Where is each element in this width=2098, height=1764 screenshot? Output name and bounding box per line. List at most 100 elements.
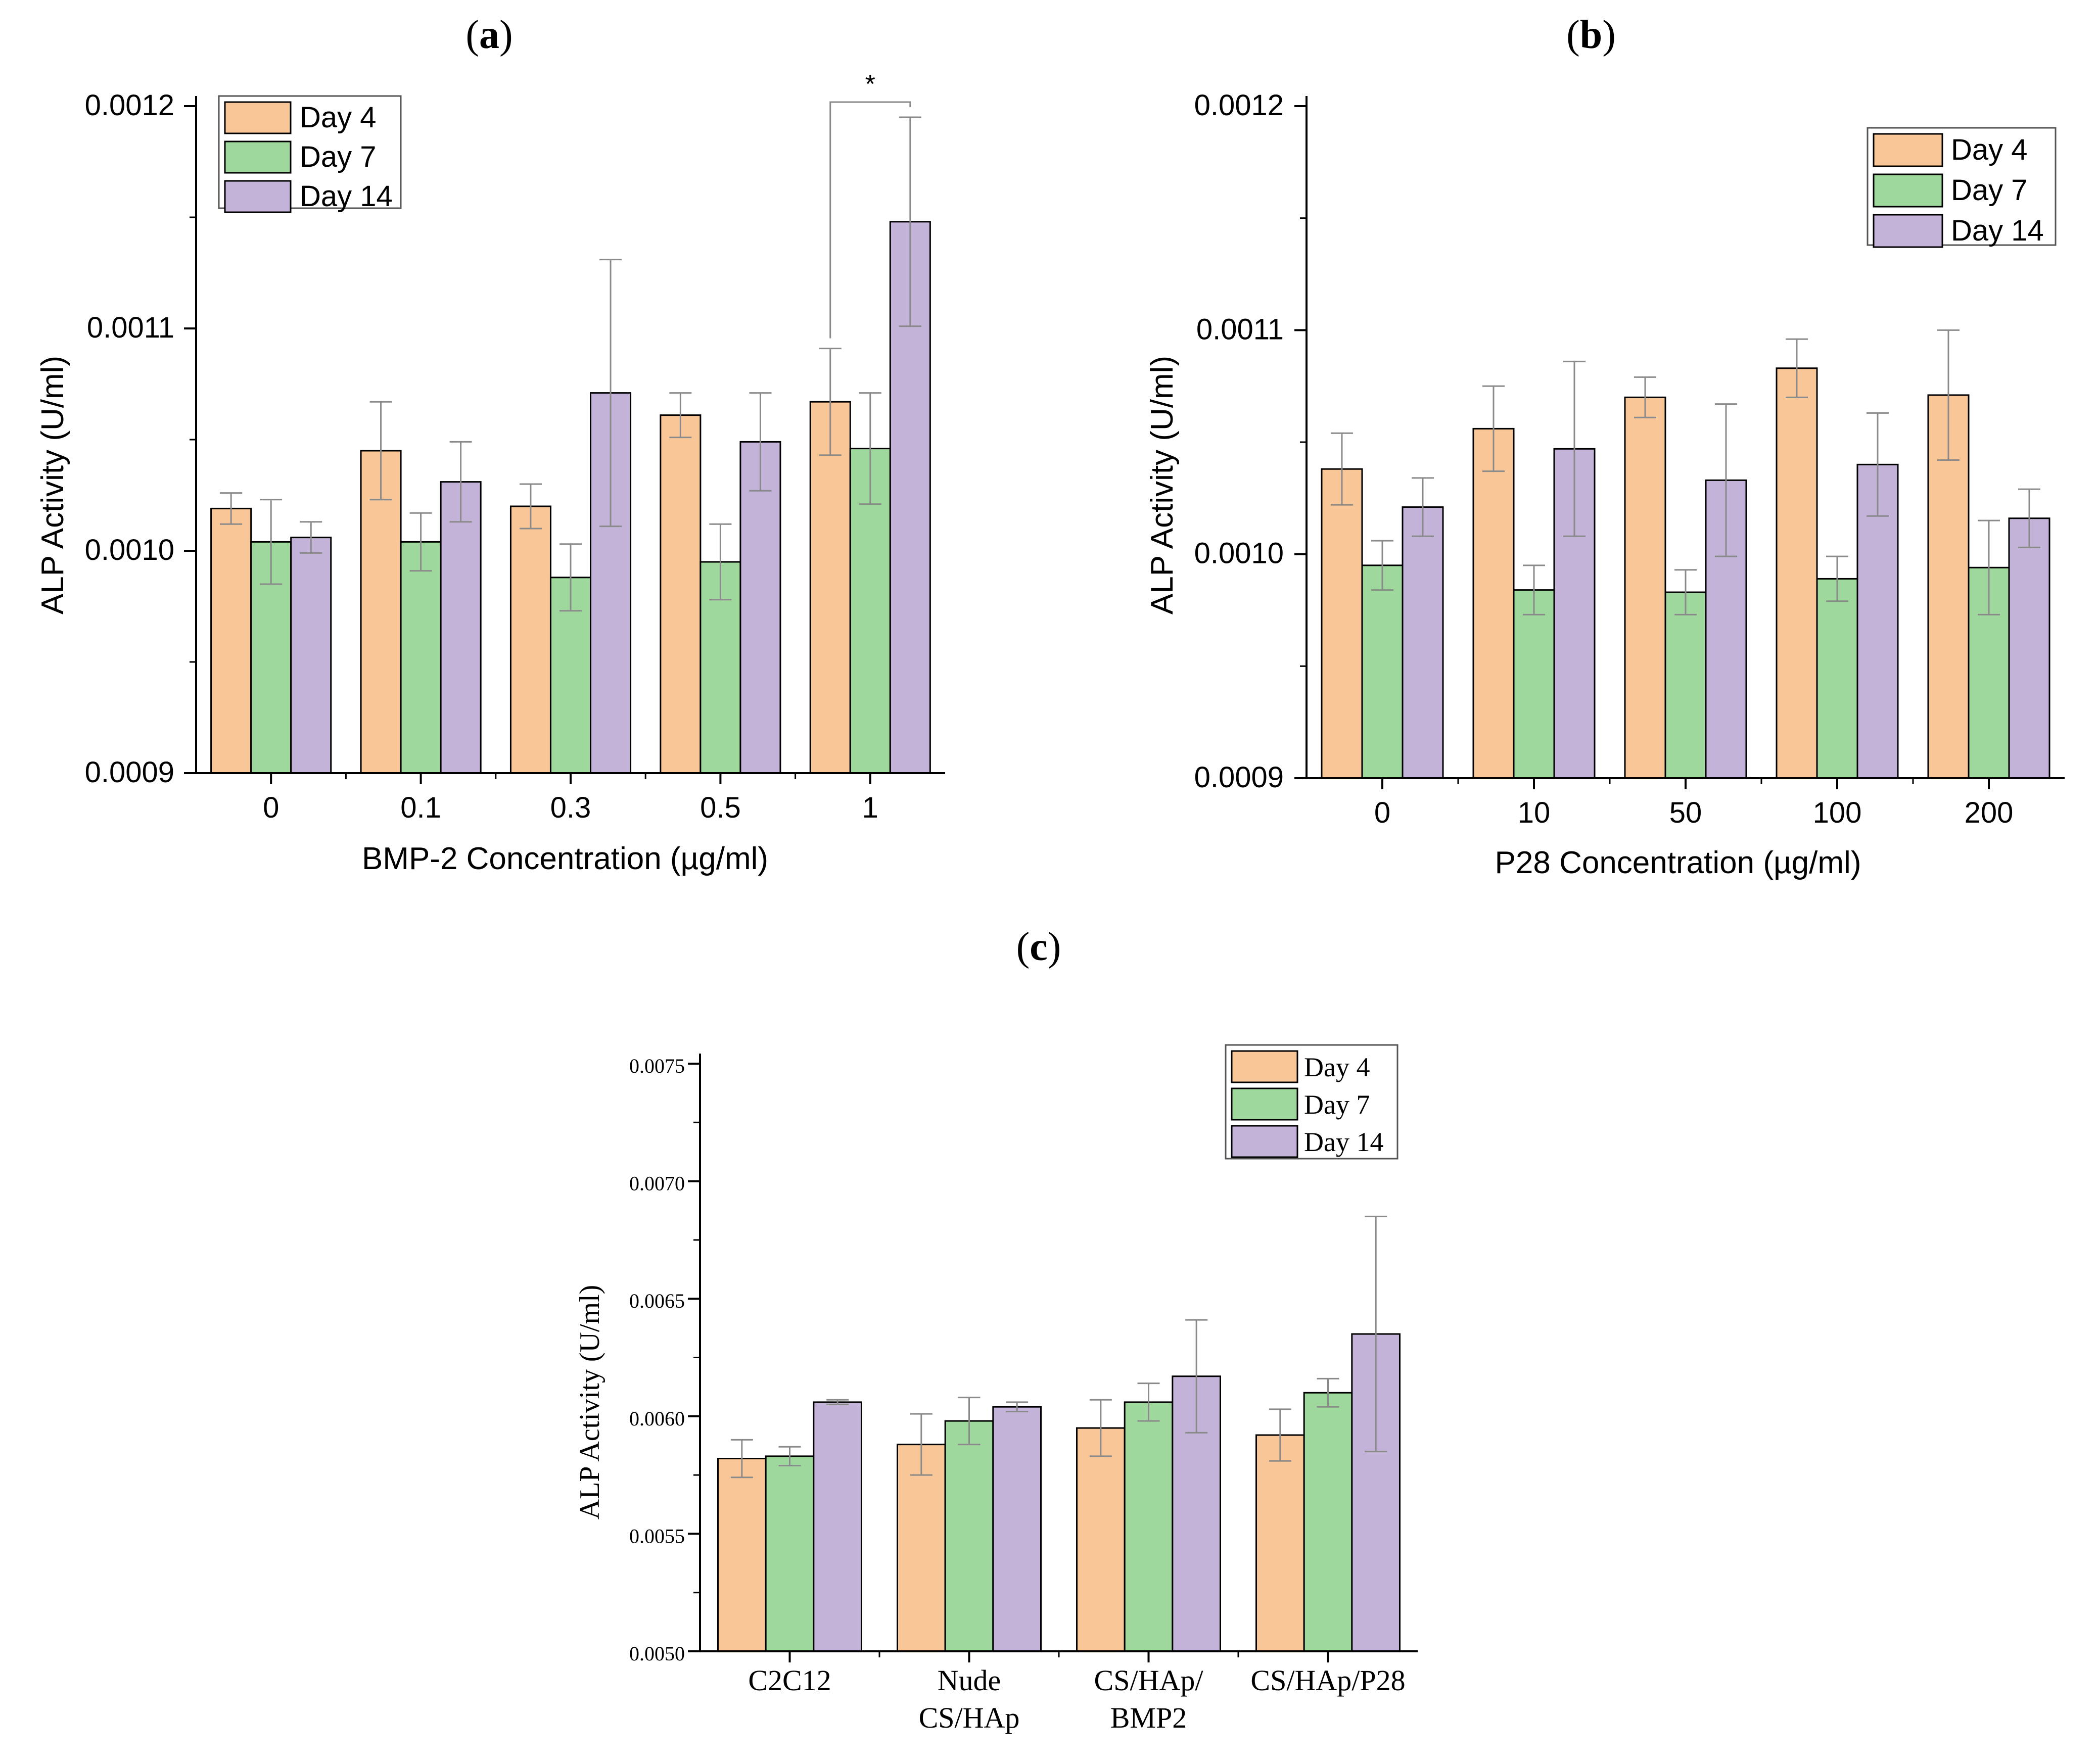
panel-a-bar-day4-3 xyxy=(660,414,702,774)
panel-a-error-bar-2-2 xyxy=(599,259,622,528)
panel-a-error-bar-0-0 xyxy=(220,492,243,525)
panel-b-bar-day7-2 xyxy=(1664,591,1707,779)
panel-a-legend-label-1: Day 7 xyxy=(300,140,377,173)
panel-a-bar-day14-3 xyxy=(739,441,781,774)
panel-b-error-bar-2-0 xyxy=(1412,477,1434,537)
panel-b-x-tick-label-0: 0 xyxy=(1374,796,1390,829)
panel-a-bar-day14-1 xyxy=(440,481,482,774)
panel-a-bar-day4-2 xyxy=(509,505,551,774)
panel-a-significance-bracket-0 xyxy=(829,101,911,339)
panel-b-y-tick-label-1: 0.0010 xyxy=(1194,537,1284,570)
panel-c-label: (c) xyxy=(1016,925,1061,969)
panel-a-y-axis-label: ALP Activity (U/ml) xyxy=(35,356,70,614)
panel-c-error-bar-1-2 xyxy=(1137,1382,1160,1422)
panel-b-plot: 0.0009 0.0010 0.0011 0.0012 0 10 50 100 200 Day 4… xyxy=(1194,89,2065,829)
panel-a-error-bar-2-3 xyxy=(749,392,772,492)
panel-a-label: (a) xyxy=(465,13,512,57)
panel-b-legend-label-2: Day 14 xyxy=(1951,214,2044,247)
x-tick-label-line: 0.1 xyxy=(400,791,441,824)
panel-a-bar-day4-4 xyxy=(809,401,851,774)
panel-c-error-bar-1-0 xyxy=(778,1446,801,1466)
panel-b-error-bar-1-2 xyxy=(1674,569,1697,615)
x-tick-label-line: 0 xyxy=(1374,796,1390,829)
x-tick-label-line: CS/HAp/P28 xyxy=(1250,1664,1405,1697)
panel-c-bar-day4-2 xyxy=(1076,1427,1126,1652)
panel-b-legend: Day 4 Day 7 Day 14 xyxy=(1867,127,2057,248)
panel-b-bar-day14-0 xyxy=(1402,506,1444,779)
panel-b-error-bar-0-1 xyxy=(1482,385,1505,472)
x-tick-label-line: 0 xyxy=(263,791,279,824)
panel-b-y-tick-label-3: 0.0012 xyxy=(1194,89,1284,122)
panel-c-x-tick-label-0: C2C12 xyxy=(748,1664,831,1697)
panel-a-legend-swatch-1 xyxy=(224,140,292,174)
x-tick-label-line: CS/HAp xyxy=(919,1701,1020,1734)
panel-a-error-bar-1-0 xyxy=(260,499,283,585)
panel-c-plot: 0.0050 0.0055 0.0060 0.0065 0.0070 0.0075 C2C1… xyxy=(629,1044,1418,1734)
panel-a-bar-day7-1 xyxy=(400,541,442,774)
panel-b: (b) 0.0009 0.0010 0.0011 0.0012 0 10 50 100 200 D… xyxy=(1145,13,2065,880)
panel-c-y-tick-label-0: 0.0050 xyxy=(629,1642,685,1665)
panel-b-bar-day4-0 xyxy=(1321,468,1363,779)
panel-a-error-bar-0-2 xyxy=(519,483,542,530)
panel-a-x-tick-label-1: 0.1 xyxy=(400,791,441,824)
panel-c-bar-day7-2 xyxy=(1124,1401,1174,1652)
panel-a-y-tick-label-2: 0.0011 xyxy=(87,311,174,344)
panel-c-bar-day4-0 xyxy=(717,1458,767,1652)
panel-a-legend-swatch-2 xyxy=(224,180,292,213)
panel-a-error-bar-0-4 xyxy=(819,348,842,456)
panel-b-x-tick-label-1: 10 xyxy=(1518,796,1551,829)
panel-c-y-tick-label-5: 0.0075 xyxy=(629,1055,685,1077)
panel-b-error-bar-0-0 xyxy=(1331,432,1353,506)
panel-c-error-bar-2-1 xyxy=(1006,1401,1029,1412)
panel-b-legend-swatch-1 xyxy=(1873,173,1943,208)
panel-b-x-tick-label-2: 50 xyxy=(1669,796,1702,829)
panel-b-x-axis-label: P28 Concentration (µg/ml) xyxy=(1495,845,1861,880)
panel-b-error-bar-0-2 xyxy=(1634,376,1656,418)
panel-c-bar-day7-3 xyxy=(1303,1392,1353,1652)
panel-c: (c) 0.0050 0.0055 0.0060 0.0065 0.0070 0.0075… xyxy=(574,925,1418,1734)
panel-c-bar-day7-0 xyxy=(765,1455,815,1652)
panel-b-legend-label-0: Day 4 xyxy=(1951,133,2028,166)
panel-b-error-bar-1-4 xyxy=(1978,519,2000,615)
x-tick-label-line: 10 xyxy=(1518,796,1551,829)
panel-c-legend-label-0: Day 4 xyxy=(1304,1052,1370,1082)
panel-a-bar-day4-1 xyxy=(360,450,402,774)
panel-c-bar-day7-1 xyxy=(944,1420,994,1652)
panel-b-bar-day4-1 xyxy=(1472,427,1515,779)
panel-a-significance-marker-0: * xyxy=(865,70,875,99)
panel-b-bar-day7-3 xyxy=(1816,578,1858,779)
panel-b-error-bar-0-4 xyxy=(1937,329,1960,461)
panel-c-y-axis-label: ALP Activity (U/ml) xyxy=(574,1285,605,1520)
panel-c-error-bar-0-3 xyxy=(1269,1408,1291,1462)
x-tick-label-line: 0.5 xyxy=(700,791,741,824)
panel-c-error-bar-2-0 xyxy=(826,1399,849,1406)
panel-a-plot: 0.0009 0.0010 0.0011 0.0012 0 0.1 0.3 0.5 1 Day 4… xyxy=(85,70,945,824)
panel-b-error-bar-2-3 xyxy=(1867,412,1889,517)
panel-a-error-bar-0-3 xyxy=(669,392,692,439)
panel-c-x-tick-label-3: CS/HAp/P28 xyxy=(1250,1664,1405,1697)
panel-b-y-tick-label-2: 0.0011 xyxy=(1196,313,1284,346)
panel-a-error-bar-1-3 xyxy=(709,523,732,601)
panel-c-bar-day14-0 xyxy=(813,1401,863,1652)
panel-b-bar-day7-1 xyxy=(1513,589,1555,779)
panel-c-legend-label-2: Day 14 xyxy=(1304,1127,1383,1157)
panel-b-y-tick-label-0: 0.0009 xyxy=(1194,761,1284,794)
panel-a-legend-swatch-0 xyxy=(224,101,292,134)
panel-c-legend-label-1: Day 7 xyxy=(1304,1089,1370,1120)
panel-a-bar-day4-0 xyxy=(210,507,252,774)
panel-a-error-bar-1-2 xyxy=(560,543,582,612)
panel-a-y-tick-label-0: 0.0009 xyxy=(85,756,174,789)
panel-b-legend-label-1: Day 7 xyxy=(1951,174,2028,207)
panel-c-x-tick-label-2: CS/HAp/BMP2 xyxy=(1094,1664,1204,1734)
panel-b-bar-day4-2 xyxy=(1624,396,1666,779)
panel-b-label: (b) xyxy=(1566,13,1616,57)
x-tick-label-line: 100 xyxy=(1813,796,1862,829)
panel-c-y-tick-label-2: 0.0060 xyxy=(629,1407,685,1430)
panel-b-legend-swatch-0 xyxy=(1873,133,1943,167)
panel-b-x-tick-label-4: 200 xyxy=(1965,796,2014,829)
panel-c-bar-day4-1 xyxy=(897,1444,946,1652)
panel-c-legend: Day 4 Day 7 Day 14 xyxy=(1225,1044,1398,1160)
panel-c-y-tick-label-3: 0.0065 xyxy=(629,1290,685,1312)
panel-b-bar-day4-3 xyxy=(1776,367,1818,779)
